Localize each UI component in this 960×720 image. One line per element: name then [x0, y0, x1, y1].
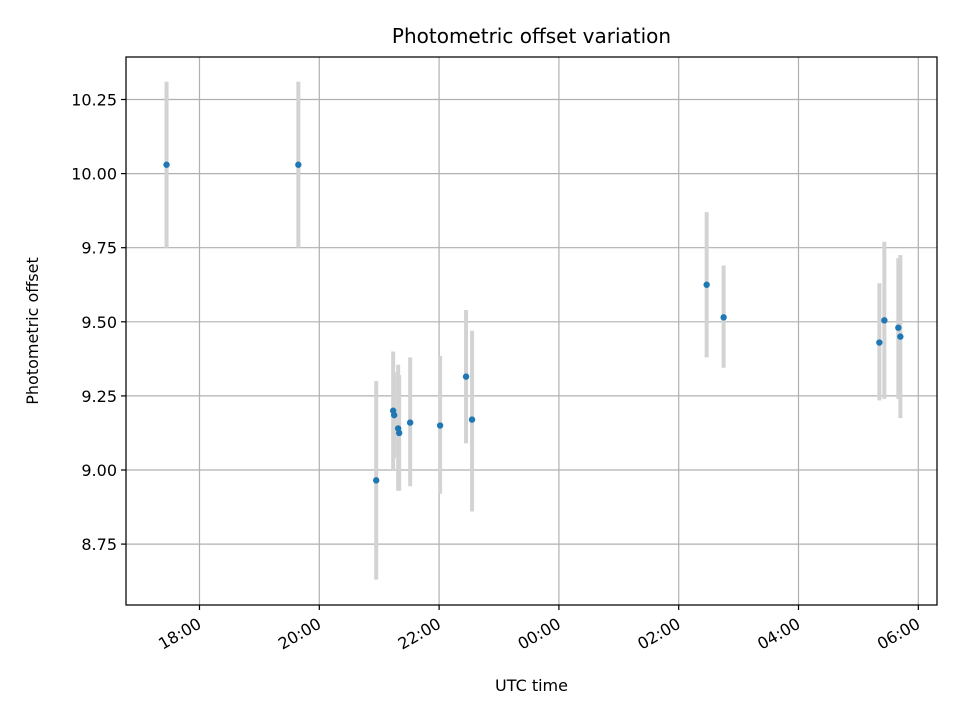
data-point [390, 411, 398, 419]
y-tick-label: 8.75 [81, 535, 117, 554]
data-point [395, 429, 403, 437]
data-points [163, 161, 904, 484]
y-tick-label: 10.00 [71, 165, 117, 184]
data-point [876, 339, 883, 346]
y-tick-label: 9.00 [81, 461, 117, 480]
data-point [881, 317, 888, 324]
grid [126, 57, 937, 605]
y-axis: 8.75 9.00 9.25 9.50 9.75 10.00 10.25 [71, 91, 126, 554]
data-point [295, 161, 302, 168]
chart-title: Photometric offset variation [392, 24, 671, 48]
y-axis-label: Photometric offset [23, 257, 42, 405]
y-tick-label: 9.75 [81, 239, 117, 258]
y-tick-label: 9.50 [81, 313, 117, 332]
data-point [720, 314, 727, 321]
y-tick-label: 9.25 [81, 387, 117, 406]
data-point [897, 333, 904, 340]
data-point [468, 416, 476, 423]
y-tick-label: 10.25 [71, 91, 117, 110]
data-point [406, 419, 414, 426]
data-point [163, 161, 170, 168]
data-point [703, 281, 710, 288]
data-point [895, 324, 902, 331]
data-point [462, 373, 470, 380]
plot-frame [125, 56, 938, 606]
data-point [436, 422, 444, 429]
x-axis-label: UTC time [495, 676, 568, 695]
data-point [373, 477, 380, 484]
